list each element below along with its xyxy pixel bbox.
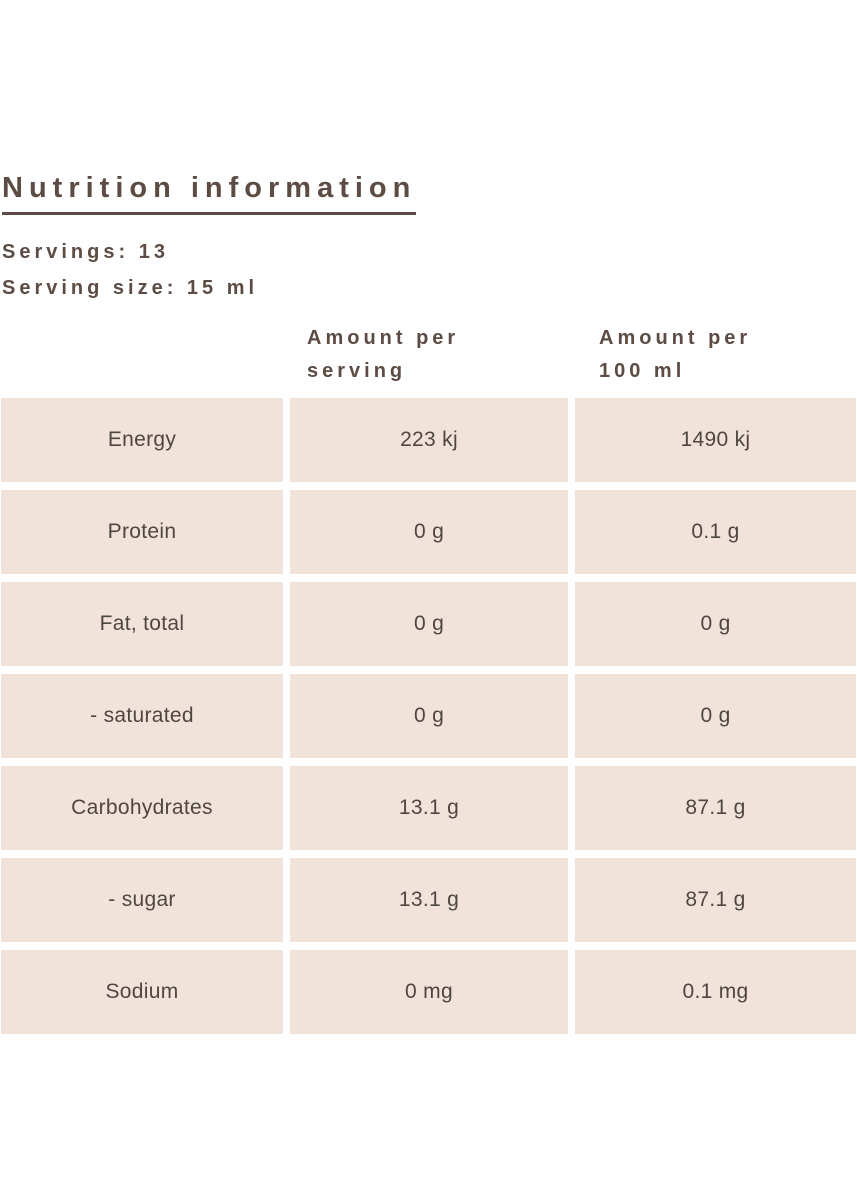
per-serving-value-cell: 13.1 g	[290, 766, 568, 850]
page-title: Nutrition information	[2, 172, 417, 215]
per-serving-value-cell: 13.1 g	[290, 858, 568, 942]
per-serving-value-cell: 0 g	[290, 490, 568, 574]
per-100ml-value-cell: 0 g	[575, 582, 856, 666]
column-header-line: serving	[307, 360, 407, 382]
per-100ml-value-cell: 87.1 g	[575, 766, 856, 850]
row-label-cell: Carbohydrates	[1, 766, 283, 850]
column-header-amount-per-100ml: Amount per 100 ml	[599, 322, 751, 388]
row-label-cell: - saturated	[1, 674, 283, 758]
per-100ml-value-cell: 1490 kj	[575, 398, 856, 482]
row-label-cell: Energy	[1, 398, 283, 482]
per-serving-value-cell: 0 g	[290, 674, 568, 758]
column-header-line: Amount per	[599, 327, 752, 349]
per-serving-value-cell: 223 kj	[290, 398, 568, 482]
row-label-cell: - sugar	[1, 858, 283, 942]
column-header-line: Amount per	[307, 327, 460, 349]
row-label-cell: Sodium	[1, 950, 283, 1034]
column-header-amount-per-serving: Amount per serving	[307, 322, 459, 388]
servings-count-label: Servings: 13	[2, 241, 169, 263]
serving-size-label: Serving size: 15 ml	[2, 277, 259, 299]
nutrition-table: Energy 223 kj 1490 kj Protein 0 g 0.1 g Fat, t…	[1, 398, 856, 1034]
per-serving-value-cell: 0 mg	[290, 950, 568, 1034]
per-100ml-value-cell: 0 g	[575, 674, 856, 758]
per-100ml-value-cell: 87.1 g	[575, 858, 856, 942]
per-100ml-value-cell: 0.1 g	[575, 490, 856, 574]
per-serving-value-cell: 0 g	[290, 582, 568, 666]
per-100ml-value-cell: 0.1 mg	[575, 950, 856, 1034]
row-label-cell: Protein	[1, 490, 283, 574]
column-header-line: 100 ml	[599, 360, 686, 382]
row-label-cell: Fat, total	[1, 582, 283, 666]
